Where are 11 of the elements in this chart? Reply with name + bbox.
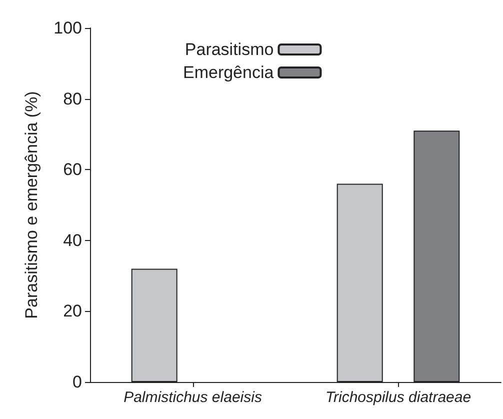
y-axis-title: Parasitismo e emergência (%) xyxy=(22,91,41,319)
y-tick-label: 40 xyxy=(63,230,82,250)
y-tick-label: 80 xyxy=(63,89,82,108)
y-tick-label: 0 xyxy=(72,372,82,392)
legend-label: Parasitismo xyxy=(184,40,274,59)
y-tick-label: 100 xyxy=(54,18,82,38)
legend-label: Emergência xyxy=(182,63,274,82)
y-tick-label: 20 xyxy=(63,302,82,321)
x-tick-label: Trichospilus diatraeae xyxy=(325,389,472,406)
x-tick-label: Palmistichus elaeisis xyxy=(124,389,262,406)
y-tick-label: 60 xyxy=(63,160,82,180)
